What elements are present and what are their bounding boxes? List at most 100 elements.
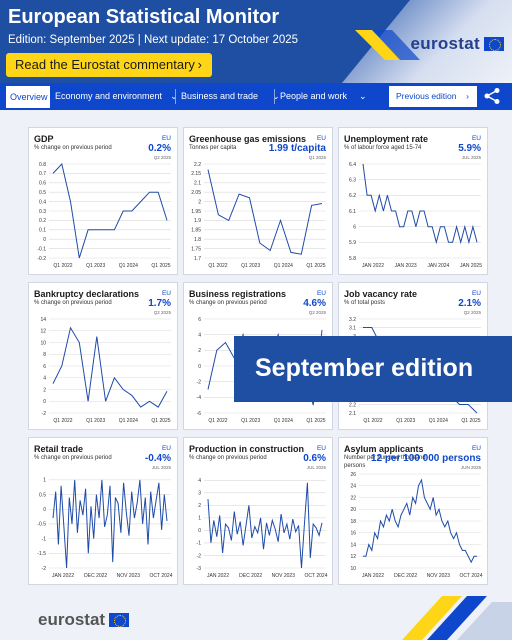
y-tick-label: 0 xyxy=(43,237,46,243)
y-tick-label: 14 xyxy=(40,317,46,323)
commentary-button-label: Read the Eurostat commentary xyxy=(15,57,195,72)
y-tick-label: 0.6 xyxy=(39,181,46,187)
header: European Statistical Monitor Edition: Se… xyxy=(0,0,512,83)
y-tick-label: 5.9 xyxy=(349,240,356,246)
commentary-button[interactable]: Read the Eurostat commentary › xyxy=(6,53,212,77)
indicator-card-asylum[interactable]: 26 24 22 20 18 16 14 12 10 JAN 2022 DEC 2022 NOV 20… xyxy=(338,437,488,585)
y-tick-label: 6.2 xyxy=(349,193,356,199)
header-stripes xyxy=(355,30,420,60)
series-line xyxy=(52,326,168,408)
edition-info: Edition: September 2025 | Next update: 1… xyxy=(8,34,299,46)
y-tick-label: 0 xyxy=(198,364,201,370)
card-value: 5.9% xyxy=(458,143,481,154)
x-tick-label: OCT 2024 xyxy=(460,573,483,579)
card-subtitle: % change on previous period xyxy=(34,300,112,306)
y-tick-label: 18 xyxy=(350,519,356,525)
tab-economy-label: Economy and environment xyxy=(55,91,163,101)
indicator-card-bankruptcy[interactable]: 14 12 10 8 6 4 2 0 -2 Q1 2022 Q1 2023 Q1 2024 Q1 202… xyxy=(28,282,178,430)
tab-economy[interactable]: Economy and environment ⌄ xyxy=(55,83,178,110)
y-tick-label: 1 xyxy=(198,516,201,522)
card-subtitle: % change on previous period xyxy=(189,455,267,461)
tab-people[interactable]: People and work ⌄ xyxy=(280,83,367,110)
card-chart: 26 24 22 20 18 16 14 12 10 JAN 2022 DEC 2022 NOV 20… xyxy=(350,472,483,579)
logo-text: eurostat xyxy=(410,34,480,53)
y-tick-label: 2 xyxy=(198,199,201,205)
card-value: 0.2% xyxy=(148,143,171,154)
y-tick-label: -0.5 xyxy=(37,522,46,528)
x-tick-label: Q1 2023 xyxy=(86,263,105,269)
y-tick-label: 6 xyxy=(43,364,46,370)
x-tick-label: DEC 2022 xyxy=(84,573,107,579)
x-tick-label: JAN 2023 xyxy=(395,263,417,269)
card-region: EU xyxy=(471,445,481,452)
x-tick-label: Q1 2025 xyxy=(306,263,325,269)
chevron-down-icon: ⌄ xyxy=(359,91,367,101)
y-tick-label: -3 xyxy=(197,566,202,572)
card-subtitle: Number per hundred thousand persons xyxy=(344,455,426,469)
tab-business[interactable]: Business and trade ⌄ xyxy=(181,83,280,110)
card-chart: 0.8 0.7 0.6 0.5 0.4 0.3 0.2 0.1 0 -0.1 -0.2 Q1 2022… xyxy=(37,162,171,269)
nav-divider xyxy=(175,89,176,104)
y-tick-label: 1 xyxy=(43,478,46,484)
card-title: GDP xyxy=(34,134,54,144)
y-tick-label: 0.5 xyxy=(39,492,46,498)
indicator-card-retail[interactable]: 1 0.5 0 -0.5 -1 -1.5 -2 JAN 2022 DEC 2022 NOV 202… xyxy=(28,437,178,585)
x-tick-label: Q1 2023 xyxy=(86,418,105,424)
footer-decoration xyxy=(402,596,512,640)
y-tick-label: 3.1 xyxy=(349,325,356,331)
card-title: Business registrations xyxy=(189,289,287,299)
eu-flag-icon xyxy=(109,613,130,627)
y-tick-label: -1 xyxy=(197,541,202,547)
page-title: European Statistical Monitor xyxy=(8,6,280,28)
x-tick-label: DEC 2022 xyxy=(239,573,262,579)
x-tick-label: JAN 2022 xyxy=(52,573,74,579)
x-tick-label: Q1 2022 xyxy=(53,418,72,424)
x-tick-label: Q1 2024 xyxy=(119,418,138,424)
tab-overview[interactable]: Overview xyxy=(6,86,50,108)
card-chart: 4 3 2 1 0 -1 -2 -3 JAN 2022 DEC 2022 NOV 2023 OCT 2… xyxy=(197,478,328,579)
y-tick-label: 14 xyxy=(350,542,356,548)
y-tick-label: 0.8 xyxy=(39,162,46,168)
y-tick-label: -1 xyxy=(42,536,47,542)
y-tick-label: 12 xyxy=(350,554,356,560)
indicator-card-construction[interactable]: 4 3 2 1 0 -1 -2 -3 JAN 2022 DEC 2022 NOV 2023 OCT 2… xyxy=(183,437,333,585)
y-tick-label: 2.2 xyxy=(194,162,201,168)
x-tick-label: NOV 2023 xyxy=(272,573,296,579)
y-tick-label: 1.75 xyxy=(191,246,201,252)
eu-flag-icon xyxy=(484,37,504,51)
card-period: JUN 2025 xyxy=(460,465,481,470)
y-tick-label: 2.1 xyxy=(194,181,201,187)
share-icon[interactable] xyxy=(483,87,501,105)
y-tick-label: 2 xyxy=(43,387,46,393)
y-tick-label: -1.5 xyxy=(37,551,46,557)
card-value: 2.1% xyxy=(458,298,481,309)
indicator-card-gdp[interactable]: 0.8 0.7 0.6 0.5 0.4 0.3 0.2 0.1 0 -0.1 -0.2 Q1 2022… xyxy=(28,127,178,275)
y-tick-label: 6.1 xyxy=(349,209,356,215)
y-tick-label: -6 xyxy=(197,411,202,417)
y-tick-label: 0.3 xyxy=(39,209,46,215)
y-tick-label: -0.1 xyxy=(37,246,46,252)
indicator-card-ghg[interactable]: 2.2 2.15 2.1 2.05 2 1.95 1.9 1.85 1.8 1.75 1.7 Q1 2… xyxy=(183,127,333,275)
y-tick-label: 26 xyxy=(350,472,356,478)
card-region: EU xyxy=(316,135,326,142)
x-tick-label: Q1 2024 xyxy=(429,418,448,424)
card-region: EU xyxy=(316,290,326,297)
card-period: Q2 2025 xyxy=(308,310,326,315)
y-tick-label: 16 xyxy=(350,531,356,537)
y-tick-label: 2 xyxy=(198,348,201,354)
x-tick-label: OCT 2024 xyxy=(305,573,328,579)
card-period: Q2 2025 xyxy=(153,155,171,160)
indicator-card-unemployment[interactable]: 6.4 6.3 6.2 6.1 6 5.9 5.8 JAN 2022 JAN 2023 JAN 2… xyxy=(338,127,488,275)
y-tick-label: 8 xyxy=(43,352,46,358)
y-tick-label: 6.3 xyxy=(349,177,356,183)
series-line xyxy=(52,162,168,259)
card-title: Production in construction xyxy=(189,444,304,454)
card-region: EU xyxy=(471,290,481,297)
x-tick-label: Q1 2022 xyxy=(208,263,227,269)
y-tick-label: 3.2 xyxy=(349,317,356,323)
previous-edition-button[interactable]: Previous edition › xyxy=(389,86,477,107)
card-chart: 14 12 10 8 6 4 2 0 -2 Q1 2022 Q1 2023 Q1 2024 Q1 202… xyxy=(40,317,171,424)
x-tick-label: DEC 2022 xyxy=(394,573,417,579)
card-title: Job vacancy rate xyxy=(344,289,418,299)
